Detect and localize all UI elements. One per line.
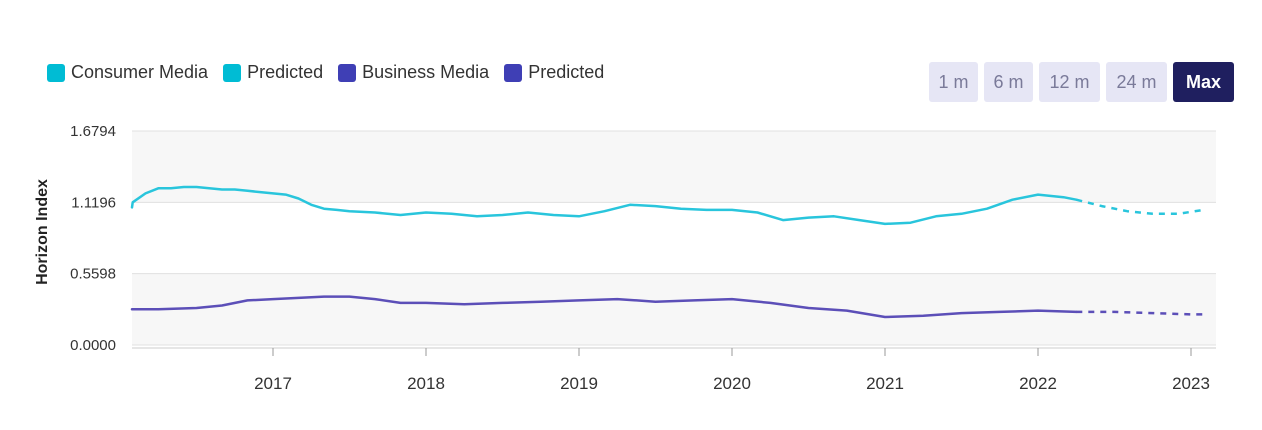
y-tick-label: 0.5598 [70,266,116,283]
x-tick-label: 2019 [560,374,598,393]
x-tick-label: 2018 [407,374,445,393]
x-tick-label: 2021 [866,374,904,393]
x-tick-label: 2023 [1172,374,1210,393]
range-button-24m[interactable]: 24 m [1106,62,1167,102]
legend-swatch [47,63,65,82]
plot-band [132,273,1216,345]
legend-item[interactable]: Predicted [223,62,323,83]
plot-band [132,131,1216,203]
legend-item[interactable]: Predicted [504,62,604,83]
series-line-0 [130,185,1078,226]
y-tick-label: 1.1196 [71,194,116,211]
x-tick-label: 2022 [1019,374,1057,393]
range-button-1m[interactable]: 1 m [929,62,978,102]
legend-label: Business Media [362,62,490,82]
legend-swatch [338,63,357,82]
legend-swatch [504,63,523,82]
y-tick-label: 1.6794 [70,123,116,140]
x-tick-label: 2017 [254,374,292,393]
range-button-12m[interactable]: 12 m [1039,62,1100,102]
range-button-6m[interactable]: 6 m [984,62,1033,102]
legend-label: Predicted [247,62,324,82]
legend-item[interactable]: Business Media [338,62,489,83]
series-line-2 [130,295,1078,319]
legend-swatch [223,63,242,82]
legend-label: Predicted [528,62,605,82]
x-tick-label: 2020 [713,374,751,393]
predicted-line-1 [1075,198,1204,216]
range-button-Max[interactable]: Max [1173,62,1234,102]
y-tick-label: 0.0000 [70,337,116,354]
chart-legend: Consumer Media Predicted Business Media Pre… [47,62,619,83]
y-axis-title: Horizon Index [34,179,51,285]
legend-item[interactable]: Consumer Media [47,62,208,83]
predicted-line-3 [1076,310,1204,316]
legend-label: Consumer Media [71,62,209,82]
